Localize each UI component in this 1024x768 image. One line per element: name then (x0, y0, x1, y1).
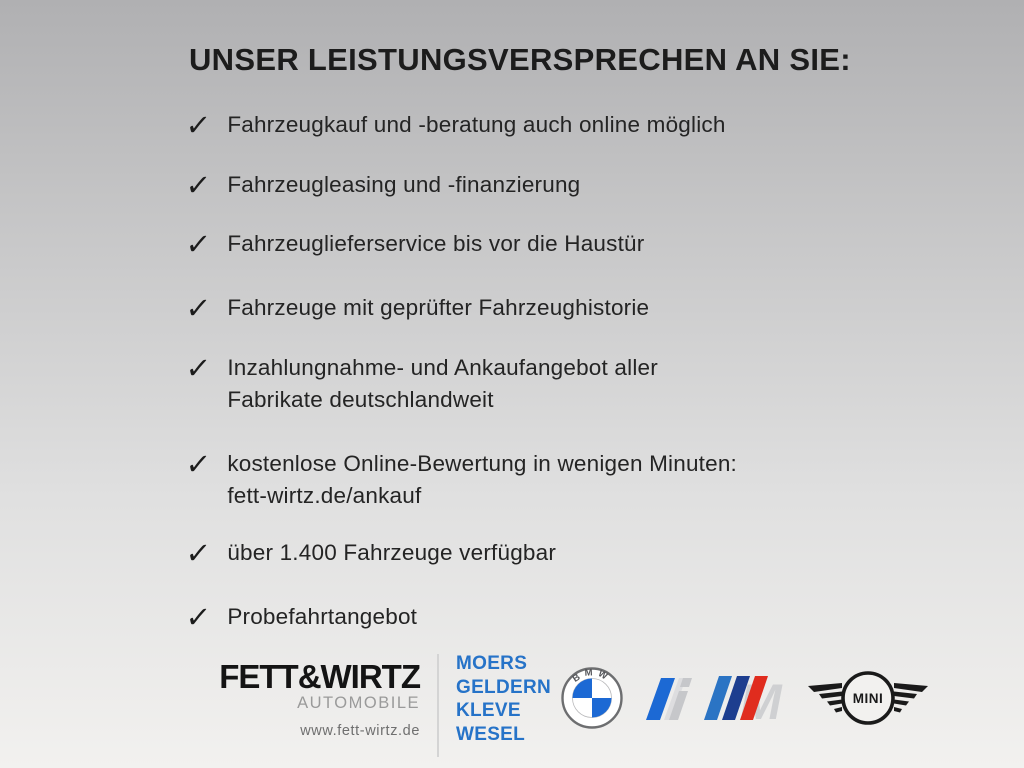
locations-list: MOERS GELDERN KLEVE WESEL (456, 652, 551, 746)
list-item-text: Inzahlungnahme- und Ankaufangebot aller (227, 355, 658, 380)
mini-left-wing (808, 683, 842, 713)
list-item: ✓ Fahrzeugleasing und -finanzierung (184, 168, 581, 202)
mini-logo-icon: MINI (808, 671, 928, 725)
location-name: KLEVE (456, 700, 521, 721)
bmw-quadrant-blue (572, 678, 592, 698)
checkmark-icon: ✓ (184, 351, 213, 385)
location-name: MOERS (456, 653, 528, 674)
footer-divider (437, 654, 439, 757)
mini-circle (841, 671, 895, 725)
list-item-text: kostenlose Online-Bewertung in wenigen M… (227, 451, 738, 476)
bmw-m-stripe-red (740, 676, 768, 720)
list-item-text: Fahrzeuge mit geprüfter Fahrzeughistorie (227, 295, 650, 320)
bmw-m-stripe-lightblue (704, 676, 732, 720)
bmw-m-stripe-darkblue (722, 676, 750, 720)
checkmark-icon: ✓ (184, 108, 213, 142)
checkmark-icon: ✓ (184, 600, 213, 634)
list-item-text: Fahrzeugleasing und -finanzierung (227, 172, 581, 197)
list-item: ✓ Inzahlungnahme- und Ankaufangebot alle… (184, 351, 658, 416)
dealer-name: FETT&WIRTZ (219, 658, 421, 695)
dealer-logo: FETT&WIRTZ AUTOMOBILE www.fett-wirtz.de (190, 658, 421, 740)
location-name: WESEL (456, 723, 526, 745)
list-item: ✓ Fahrzeugkauf und -beratung auch online… (184, 108, 726, 142)
bmw-i-logo-icon (646, 678, 692, 720)
bmw-quadrant-blue (592, 698, 612, 718)
bmw-logo-icon: BMW (561, 667, 623, 729)
list-item-text: Fahrzeugkauf und -beratung auch online m… (227, 112, 726, 137)
list-item: ✓ kostenlose Online-Bewertung in wenigen… (184, 447, 738, 512)
checkmark-icon: ✓ (184, 227, 213, 261)
checkmark-icon: ✓ (184, 536, 213, 570)
checkmark-icon: ✓ (184, 291, 213, 325)
list-item-text: über 1.400 Fahrzeuge verfügbar (227, 540, 557, 565)
location-name: GELDERN (456, 676, 551, 698)
list-item-text: fett-wirtz.de/ankauf (227, 483, 422, 508)
list-item-text: Fabrikate deutschlandweit (227, 387, 494, 412)
checkmark-icon: ✓ (184, 168, 213, 202)
bmw-i-gray-slash (664, 678, 686, 720)
bmw-i-stem (669, 691, 688, 720)
list-item: ✓ Fahrzeuglieferservice bis vor die Haus… (184, 227, 645, 261)
dealer-subtitle: AUTOMOBILE (297, 694, 420, 712)
list-item-text: Fahrzeuglieferservice bis vor die Haustü… (227, 231, 645, 256)
bmw-i-dot (680, 678, 692, 687)
bmw-m-logo-icon: M (704, 674, 783, 722)
page-title: UNSER LEISTUNGSVERSPRECHEN AN SIE: (189, 42, 851, 77)
checkmark-icon: ✓ (184, 447, 213, 481)
list-item: ✓ Probefahrtangebot (184, 600, 418, 634)
mini-wordmark: MINI (853, 691, 884, 706)
list-item-text: Probefahrtangebot (227, 604, 418, 629)
list-item: ✓ Fahrzeuge mit geprüfter Fahrzeughistor… (184, 291, 650, 325)
dealer-website: www.fett-wirtz.de (300, 723, 420, 739)
list-item: ✓ über 1.400 Fahrzeuge verfügbar (184, 536, 557, 570)
bmw-i-blue-slash (646, 678, 675, 720)
mini-right-wing (894, 683, 928, 713)
